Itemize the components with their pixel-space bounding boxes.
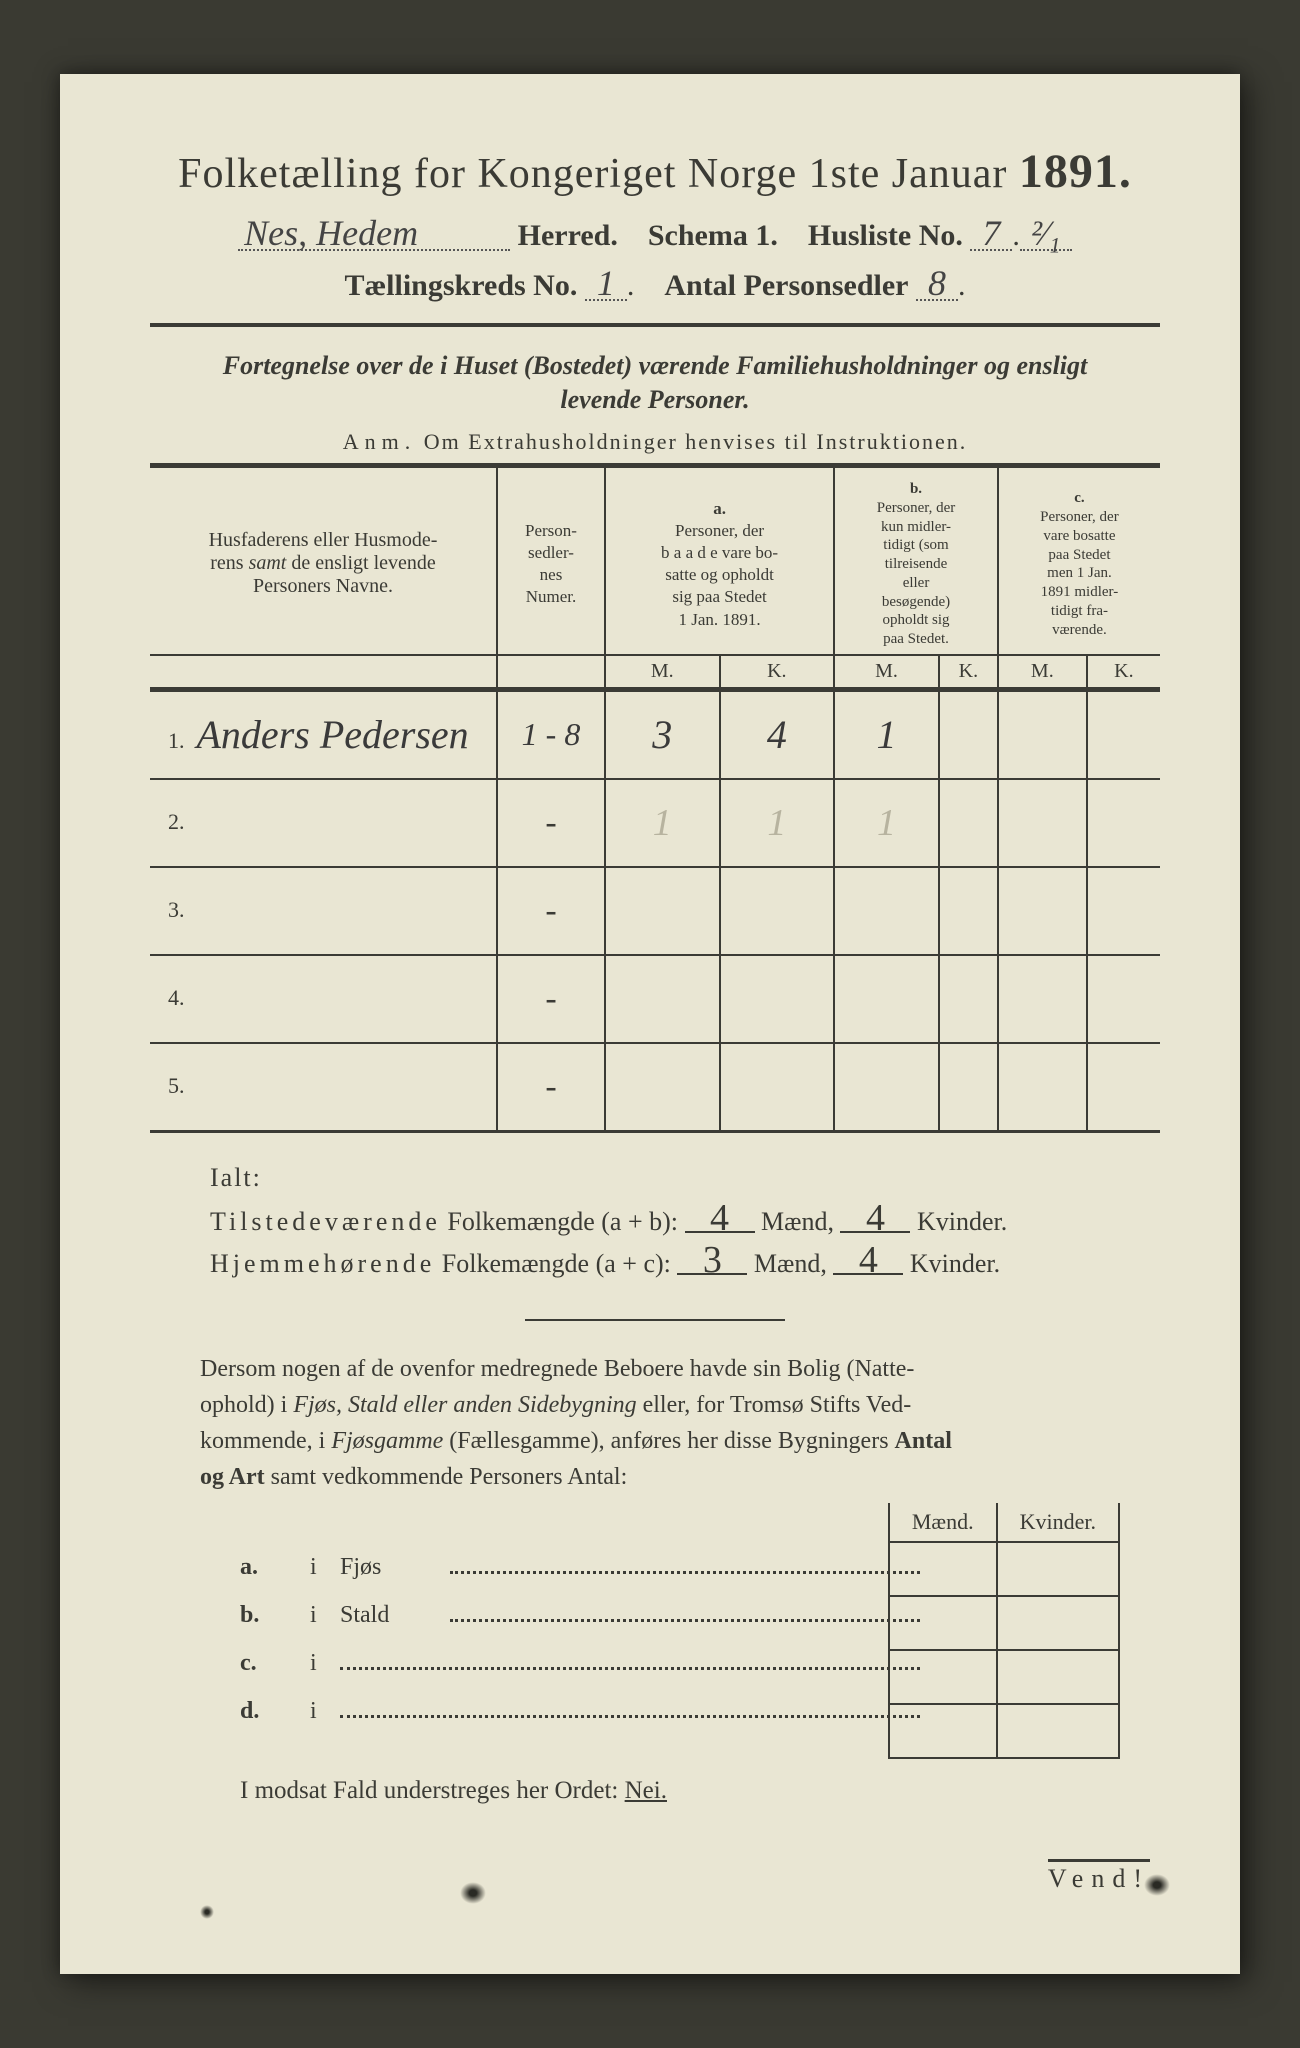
aM-cell: 1 bbox=[653, 802, 672, 844]
present-male: 4 bbox=[685, 1205, 755, 1234]
header-line-3: Tællingskreds No. 1. Antal Personsedler … bbox=[150, 267, 1160, 303]
k-header: K. bbox=[1087, 655, 1160, 690]
main-table: Husfaderens eller Husmode-rens samt de e… bbox=[150, 463, 1160, 1133]
table-row: 2. - 1 1 1 bbox=[150, 779, 1160, 867]
sedler-cell: 1 - 8 bbox=[522, 716, 581, 752]
outbuilding-paragraph: Dersom nogen af de ovenfor medregnede Be… bbox=[200, 1351, 1140, 1495]
side-m-header: Mænd. bbox=[889, 1503, 997, 1542]
kreds-value: 1 bbox=[585, 267, 627, 301]
m-header: M. bbox=[834, 655, 939, 690]
abcd-section: Mænd.Kvinder. a.i Fjøs b.i Stald c.i d.i bbox=[150, 1513, 1160, 1743]
title-year: 1891. bbox=[1019, 145, 1132, 198]
nei-line: I modsat Fald understreges her Ordet: Ne… bbox=[240, 1777, 1160, 1805]
aK-cell: 4 bbox=[767, 712, 787, 757]
table-row: 4. - bbox=[150, 955, 1160, 1043]
antal-value: 8 bbox=[916, 267, 958, 301]
kreds-label: Tællingskreds No. bbox=[345, 269, 578, 302]
title-text: Folketælling for Kongeriget Norge 1ste J… bbox=[178, 151, 1007, 197]
schema-label: Schema 1. bbox=[648, 219, 778, 252]
totals-row-resident: Hjemmehørende Folkemængde (a + c): 3 Mæn… bbox=[210, 1247, 1160, 1279]
m-header: M. bbox=[998, 655, 1087, 690]
col-sedler-header: Person-sedler-nesNumer. bbox=[497, 466, 605, 655]
bK-cell bbox=[939, 779, 998, 867]
resident-male: 3 bbox=[677, 1247, 747, 1276]
cK-cell bbox=[1087, 779, 1160, 867]
row-b: b.i Stald bbox=[240, 1591, 1160, 1639]
nei-word: Nei. bbox=[625, 1777, 667, 1804]
husliste-value: 7 bbox=[970, 217, 1012, 251]
k-header: K. bbox=[720, 655, 835, 690]
short-rule bbox=[525, 1319, 785, 1321]
census-form-sheet: Folketælling for Kongeriget Norge 1ste J… bbox=[60, 74, 1240, 1974]
bM-cell: 1 bbox=[876, 712, 896, 757]
cM-cell bbox=[998, 689, 1087, 779]
ink-smudge bbox=[1144, 1874, 1170, 1896]
antal-label: Antal Personsedler bbox=[664, 269, 908, 302]
anm-label: Anm. bbox=[343, 429, 417, 454]
totals-block: Ialt: Tilstedeværende Folkemængde (a + b… bbox=[210, 1163, 1160, 1279]
ink-smudge bbox=[460, 1882, 486, 1904]
aK-cell: 1 bbox=[767, 802, 786, 844]
table-row: 1.Anders Pedersen 1 - 8 3 4 1 bbox=[150, 689, 1160, 779]
husliste-frac: ²⁄₁ bbox=[1020, 217, 1072, 251]
sedler-cell: - bbox=[497, 955, 605, 1043]
k-header: K. bbox=[939, 655, 998, 690]
name-cell: Anders Pedersen bbox=[197, 712, 469, 757]
sedler-cell: - bbox=[497, 867, 605, 955]
col-c-header: c. Personer, dervare bosattepaa Stedetme… bbox=[998, 466, 1160, 655]
sedler-cell: - bbox=[497, 779, 605, 867]
totals-row-present: Tilstedeværende Folkemængde (a + b): 4 M… bbox=[210, 1205, 1160, 1237]
sedler-cell: - bbox=[497, 1043, 605, 1132]
blank-header bbox=[497, 655, 605, 690]
col-b-header: b. Personer, derkun midler-tidigt (somti… bbox=[834, 466, 998, 655]
bM-cell: 1 bbox=[877, 802, 896, 844]
bK-cell bbox=[939, 689, 998, 779]
anm-text: Om Extrahusholdninger henvises til Instr… bbox=[424, 429, 967, 454]
ialt-label: Ialt: bbox=[210, 1163, 1160, 1193]
husliste-label: Husliste No. bbox=[808, 219, 963, 252]
m-header: M. bbox=[605, 655, 720, 690]
cK-cell bbox=[1087, 689, 1160, 779]
blank-header bbox=[150, 655, 497, 690]
resident-female: 4 bbox=[833, 1247, 903, 1276]
divider bbox=[150, 323, 1160, 327]
ink-smudge bbox=[200, 1905, 214, 1919]
herred-label: Herred. bbox=[518, 219, 618, 252]
subtitle-1: Fortegnelse over de i Huset (Bostedet) v… bbox=[150, 351, 1160, 381]
present-female: 4 bbox=[840, 1205, 910, 1234]
cM-cell bbox=[998, 779, 1087, 867]
subtitle-2: levende Personer. bbox=[150, 385, 1160, 415]
herred-value: Nes, Hedem bbox=[238, 217, 510, 251]
vend-label: Vend! bbox=[1048, 1859, 1150, 1894]
row-c: c.i bbox=[240, 1639, 1160, 1687]
col-names-header: Husfaderens eller Husmode-rens samt de e… bbox=[150, 466, 497, 655]
col-a-header: a. Personer, derb a a d e vare bo-satte … bbox=[605, 466, 834, 655]
row-a: a.i Fjøs bbox=[240, 1543, 1160, 1591]
side-k-header: Kvinder. bbox=[997, 1503, 1119, 1542]
aM-cell: 3 bbox=[652, 712, 672, 757]
header-line-2: Nes, Hedem Herred. Schema 1. Husliste No… bbox=[150, 217, 1160, 253]
form-title: Folketælling for Kongeriget Norge 1ste J… bbox=[150, 144, 1160, 199]
anm-line: Anm. Om Extrahusholdninger henvises til … bbox=[150, 429, 1160, 455]
table-row: 5. - bbox=[150, 1043, 1160, 1132]
row-d: d.i bbox=[240, 1687, 1160, 1735]
table-row: 3. - bbox=[150, 867, 1160, 955]
